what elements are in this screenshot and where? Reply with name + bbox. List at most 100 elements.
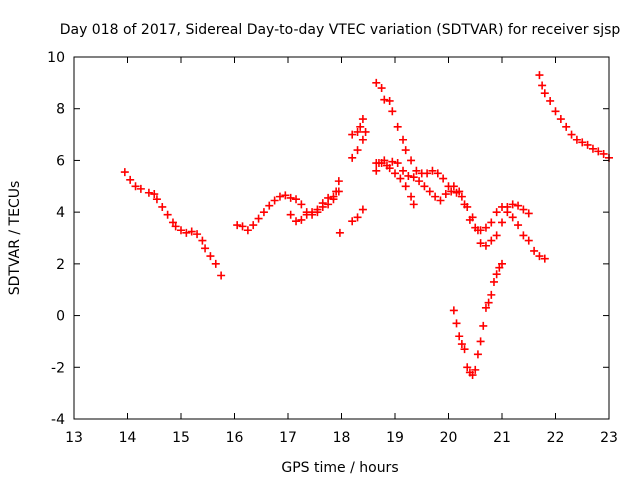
data-point xyxy=(540,254,549,263)
data-point xyxy=(182,228,191,237)
data-point xyxy=(514,201,523,210)
x-tick-label: 18 xyxy=(333,430,351,446)
data-point xyxy=(380,95,389,104)
x-tick-label: 22 xyxy=(547,430,565,446)
series-arc-5 xyxy=(348,127,370,162)
data-point xyxy=(538,81,547,90)
data-point xyxy=(193,230,202,239)
data-point xyxy=(578,138,587,147)
data-point xyxy=(562,122,571,131)
data-point xyxy=(324,200,333,209)
x-tick-label: 20 xyxy=(440,430,458,446)
data-point xyxy=(489,277,498,286)
data-point xyxy=(409,173,418,182)
data-point xyxy=(457,340,466,349)
data-point xyxy=(158,202,167,211)
data-points xyxy=(120,71,613,380)
data-point xyxy=(348,130,357,139)
data-point xyxy=(449,306,458,315)
data-point xyxy=(487,218,496,227)
data-point xyxy=(508,200,517,209)
data-point xyxy=(583,140,592,149)
data-point xyxy=(540,89,549,98)
data-point xyxy=(353,146,362,155)
data-point xyxy=(334,177,343,186)
x-tick-label: 17 xyxy=(279,430,297,446)
data-point xyxy=(361,127,370,136)
data-point xyxy=(152,195,161,204)
y-tick-label: -4 xyxy=(51,412,65,428)
series-arc-9 xyxy=(372,157,549,263)
data-point xyxy=(524,209,533,218)
plot-frame xyxy=(73,56,610,420)
series-arc-7 xyxy=(372,78,533,235)
data-point xyxy=(508,213,517,222)
data-point xyxy=(481,241,490,250)
data-point xyxy=(385,96,394,105)
data-point xyxy=(358,135,367,144)
data-point xyxy=(463,202,472,211)
data-point xyxy=(473,350,482,359)
data-point xyxy=(391,169,399,178)
data-point xyxy=(270,196,279,205)
data-point xyxy=(551,107,560,116)
data-point xyxy=(150,190,159,199)
data-point xyxy=(401,146,410,155)
data-point xyxy=(412,166,421,175)
data-point xyxy=(530,246,539,255)
series-arc-1 xyxy=(120,168,226,280)
data-point xyxy=(447,187,456,196)
data-point xyxy=(126,175,135,184)
data-point xyxy=(428,166,437,175)
data-point xyxy=(396,174,405,183)
data-point xyxy=(468,213,477,222)
data-point xyxy=(206,252,215,261)
x-tick-label: 15 xyxy=(172,430,190,446)
data-point xyxy=(476,239,485,248)
data-point xyxy=(249,221,258,230)
data-point xyxy=(404,171,413,180)
data-point xyxy=(198,236,207,245)
data-point xyxy=(353,127,362,136)
data-point xyxy=(484,298,493,307)
data-point xyxy=(433,169,442,178)
data-point xyxy=(524,236,533,245)
data-point xyxy=(136,184,145,193)
data-point xyxy=(449,182,458,191)
data-point xyxy=(302,210,311,219)
chart-title: Day 018 of 2017, Sidereal Day-to-day VTE… xyxy=(60,22,621,38)
data-point xyxy=(201,244,210,253)
data-point xyxy=(567,130,576,139)
data-point xyxy=(594,147,603,156)
data-point xyxy=(439,174,448,183)
data-point xyxy=(481,303,490,312)
y-tick-label: 4 xyxy=(56,205,65,221)
x-tick-label: 14 xyxy=(119,430,137,446)
data-point xyxy=(546,96,555,105)
data-point xyxy=(471,365,480,374)
data-point xyxy=(334,187,343,196)
data-point xyxy=(519,205,528,214)
data-point xyxy=(498,218,506,227)
y-tick-label: -2 xyxy=(51,360,65,376)
data-point xyxy=(265,201,274,210)
data-point xyxy=(452,319,461,328)
data-point xyxy=(177,226,185,235)
data-point xyxy=(217,271,226,280)
data-point xyxy=(329,195,338,204)
data-point xyxy=(286,193,295,202)
data-point xyxy=(399,135,408,144)
data-point xyxy=(473,226,482,235)
data-point xyxy=(588,144,597,153)
x-tick-label: 13 xyxy=(65,430,83,446)
x-tick-label: 21 xyxy=(493,430,511,446)
series-arc-10 xyxy=(449,259,506,380)
data-point xyxy=(377,84,386,93)
data-point xyxy=(377,159,386,168)
data-point xyxy=(318,202,327,211)
data-point xyxy=(407,156,416,165)
data-point xyxy=(243,226,252,235)
data-point xyxy=(492,208,501,217)
